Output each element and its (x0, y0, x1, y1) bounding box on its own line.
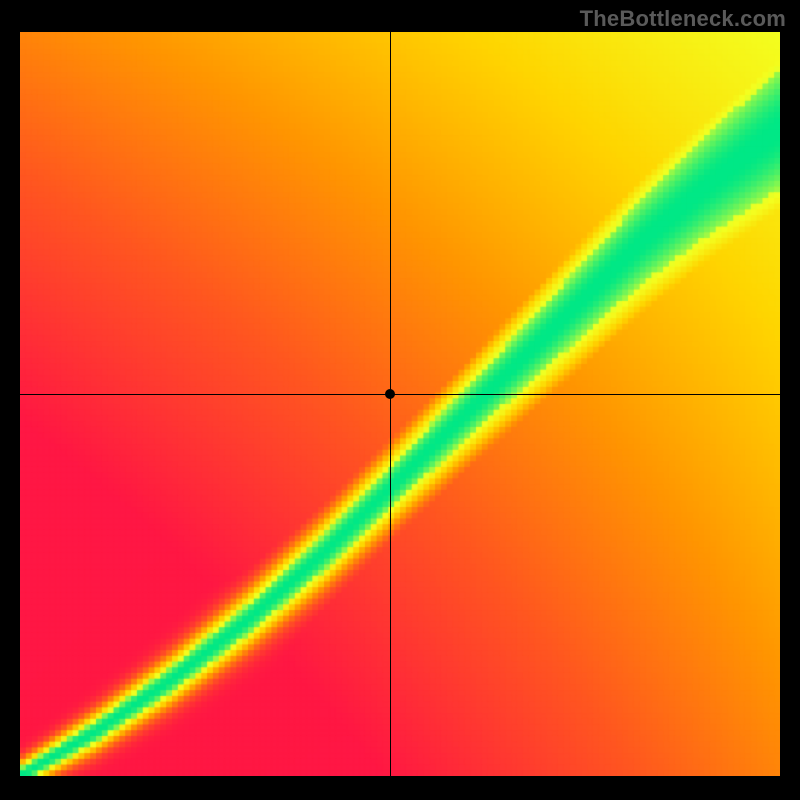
chart-container: TheBottleneck.com (0, 0, 800, 800)
crosshair-vertical (390, 32, 391, 776)
crosshair-horizontal (20, 394, 780, 395)
plot-area (20, 32, 780, 776)
data-point-marker (385, 389, 395, 399)
watermark-text: TheBottleneck.com (580, 6, 786, 32)
heatmap-canvas (20, 32, 780, 776)
